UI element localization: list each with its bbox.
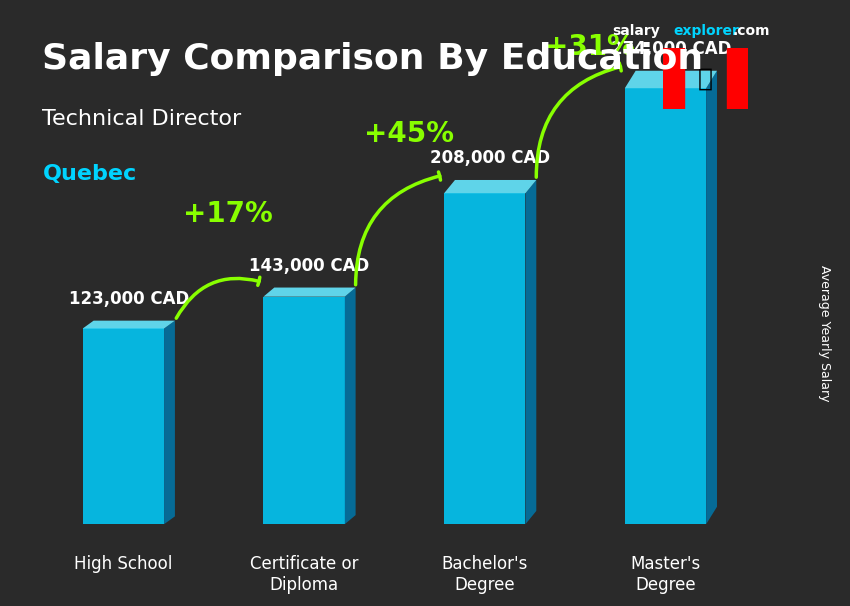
Polygon shape xyxy=(164,321,175,524)
Text: .com: .com xyxy=(733,24,770,38)
Text: Certificate or
Diploma: Certificate or Diploma xyxy=(250,554,359,593)
Text: High School: High School xyxy=(74,554,173,573)
Text: Technical Director: Technical Director xyxy=(42,109,241,129)
Text: 143,000 CAD: 143,000 CAD xyxy=(249,257,370,275)
Polygon shape xyxy=(345,288,355,524)
Polygon shape xyxy=(663,48,684,109)
Text: 274,000 CAD: 274,000 CAD xyxy=(610,40,731,58)
Text: +45%: +45% xyxy=(364,121,454,148)
Text: Quebec: Quebec xyxy=(42,164,137,184)
Polygon shape xyxy=(82,328,164,524)
Polygon shape xyxy=(82,321,175,328)
Polygon shape xyxy=(525,180,536,524)
Text: Master's
Degree: Master's Degree xyxy=(631,554,700,593)
Polygon shape xyxy=(706,71,717,524)
Text: 🍁: 🍁 xyxy=(698,67,713,91)
Polygon shape xyxy=(625,71,717,88)
Text: 208,000 CAD: 208,000 CAD xyxy=(430,149,550,167)
Text: salary: salary xyxy=(612,24,660,38)
Polygon shape xyxy=(264,288,355,297)
Polygon shape xyxy=(445,193,525,524)
Text: explorer: explorer xyxy=(673,24,739,38)
Text: Average Yearly Salary: Average Yearly Salary xyxy=(818,265,831,402)
Text: +17%: +17% xyxy=(184,200,273,228)
Polygon shape xyxy=(264,297,345,524)
Polygon shape xyxy=(625,88,706,524)
Polygon shape xyxy=(445,180,536,193)
Text: Salary Comparison By Education: Salary Comparison By Education xyxy=(42,42,704,76)
Text: +31%: +31% xyxy=(545,33,634,61)
Text: Bachelor's
Degree: Bachelor's Degree xyxy=(442,554,528,593)
Text: 123,000 CAD: 123,000 CAD xyxy=(69,290,189,308)
Polygon shape xyxy=(727,48,748,109)
